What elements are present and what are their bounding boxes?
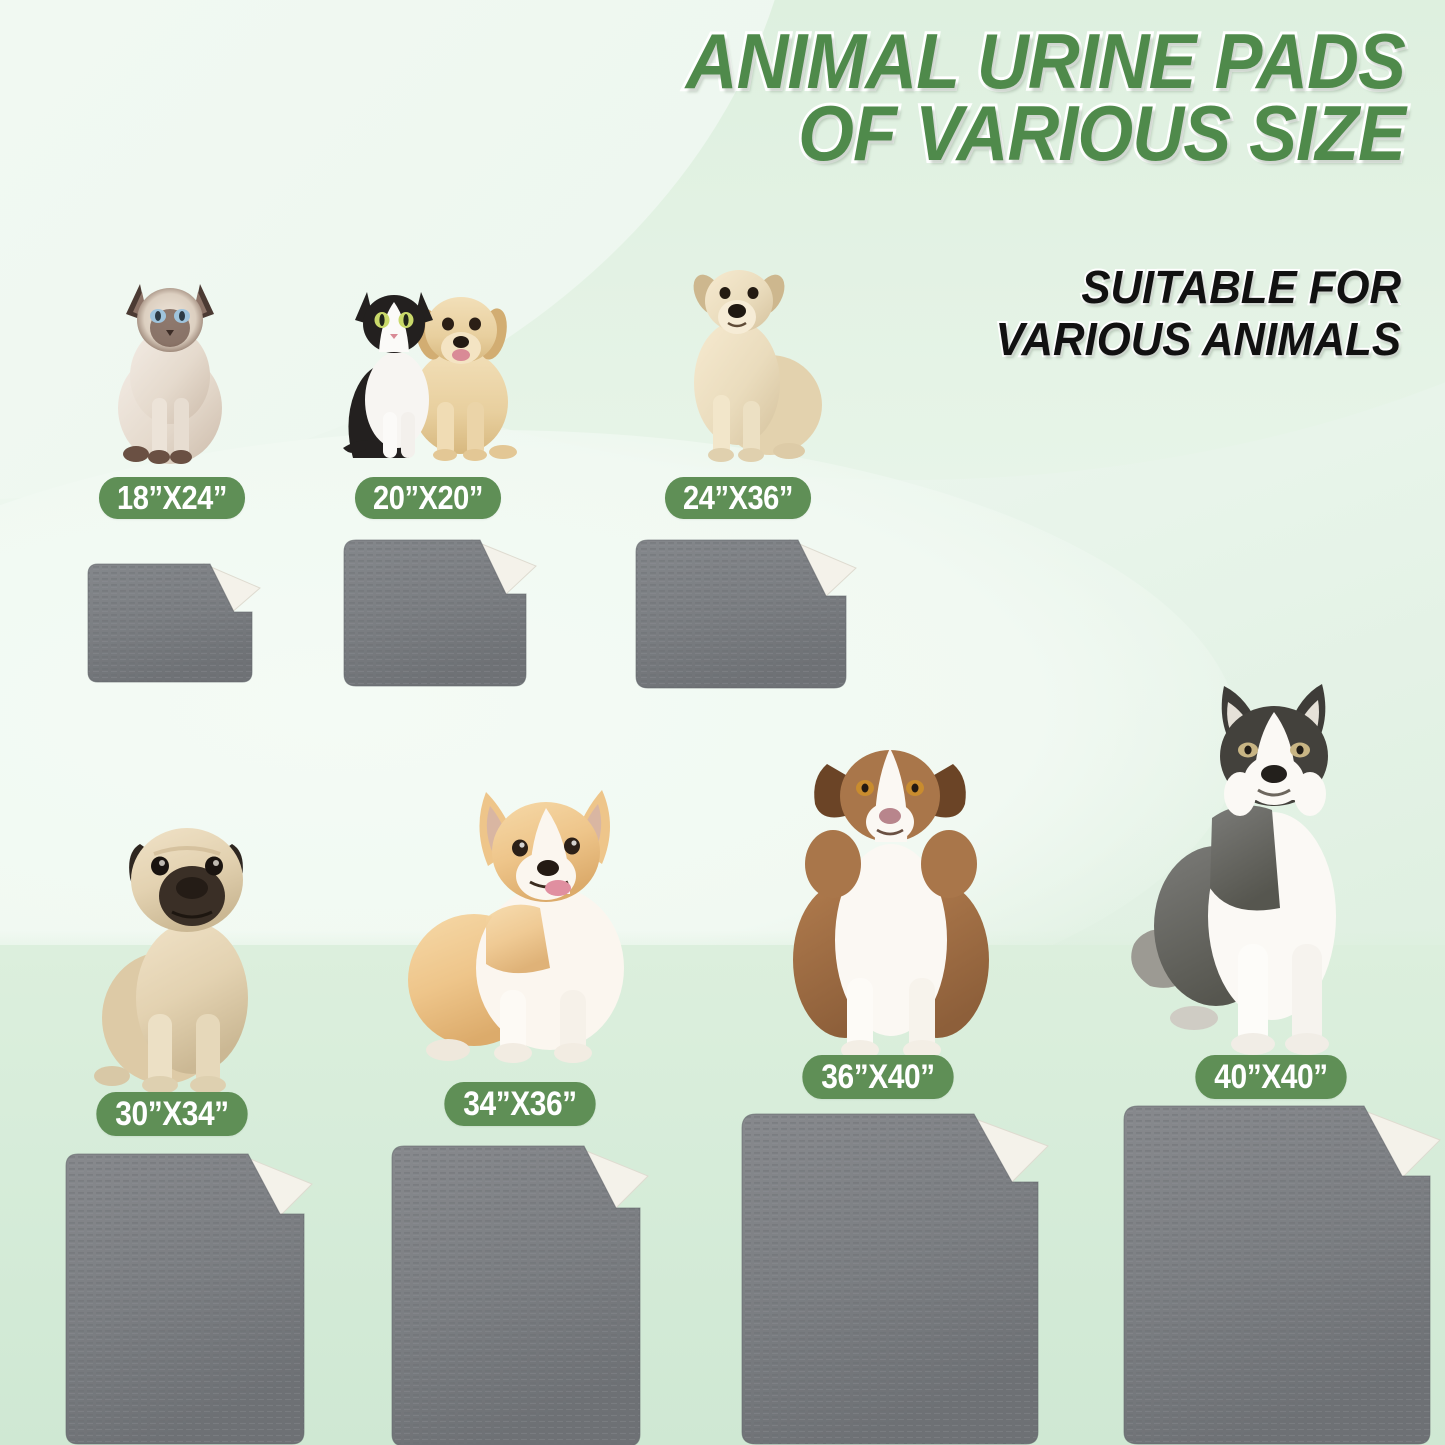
pad-graphic-36x40	[736, 1108, 1056, 1445]
size-pill-30x34-label: 30”X34”	[115, 1094, 229, 1133]
animal-photo-australian-shepherd	[785, 730, 995, 1060]
animal-photo-corgi	[400, 768, 650, 1068]
size-pill-34x36-label: 34”X36”	[463, 1084, 577, 1123]
size-pill-18x24[interactable]: 18”X24”	[98, 477, 246, 519]
pad-graphic-40x40	[1118, 1100, 1445, 1445]
pad-graphic-34x36	[386, 1140, 656, 1445]
poster-title-line-1: ANIMAL URINE PADS	[683, 17, 1409, 105]
animal-photo-tan-labrador-mix	[665, 255, 835, 463]
size-pill-36x40[interactable]: 36”X40”	[802, 1055, 954, 1099]
pad-graphic-18x24	[84, 558, 264, 688]
size-pill-40x40[interactable]: 40”X40”	[1195, 1055, 1347, 1099]
animal-photo-pug	[92, 808, 282, 1096]
size-pill-40x40-label: 40”X40”	[1214, 1057, 1328, 1096]
poster-title-line-2: OF VARIOUS SIZE	[795, 88, 1408, 177]
animal-photo-siberian-husky	[1120, 668, 1368, 1060]
poster-subtitle-line-1: SUITABLE FOR	[1079, 259, 1402, 314]
pad-graphic-24x36	[632, 534, 862, 694]
poster-subtitle: SUITABLE FOR VARIOUS ANIMALS	[736, 259, 1403, 366]
animal-photo-siamese-cat	[100, 258, 240, 466]
size-pill-20x20-label: 20”X20”	[373, 479, 483, 516]
pad-graphic-20x20	[340, 534, 540, 692]
animal-photo-tuxedo-cat-and-labrador-puppy	[325, 272, 525, 462]
pad-graphic-30x34	[60, 1148, 320, 1445]
size-pill-20x20[interactable]: 20”X20”	[354, 477, 502, 519]
size-pill-34x36[interactable]: 34”X36”	[444, 1082, 596, 1126]
size-pill-24x36-label: 24”X36”	[683, 479, 793, 516]
poster-subtitle-line-2: VARIOUS ANIMALS	[994, 311, 1403, 366]
size-pill-36x40-label: 36”X40”	[821, 1057, 935, 1096]
size-pill-30x34[interactable]: 30”X34”	[96, 1092, 248, 1136]
size-pill-24x36[interactable]: 24”X36”	[664, 477, 812, 519]
poster-title: ANIMAL URINE PADS OF VARIOUS SIZE	[522, 17, 1409, 177]
size-pill-18x24-label: 18”X24”	[117, 479, 227, 516]
